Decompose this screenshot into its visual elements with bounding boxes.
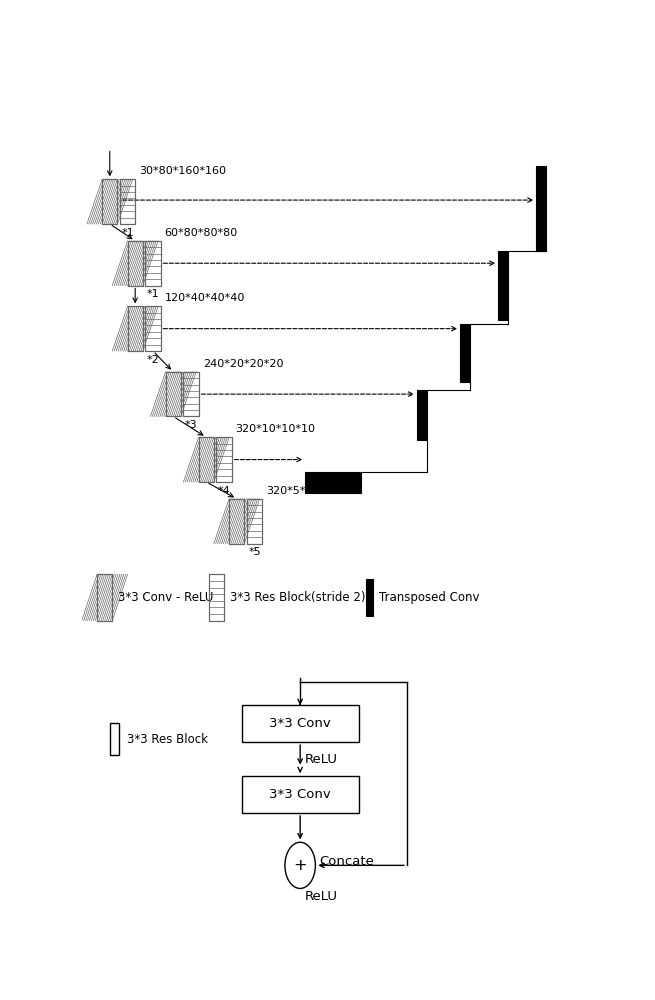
Bar: [198, 437, 214, 482]
Bar: [305, 472, 361, 493]
Bar: [102, 179, 117, 224]
Bar: [145, 241, 160, 286]
Bar: [145, 241, 160, 286]
Text: 120*40*40*40: 120*40*40*40: [164, 293, 245, 303]
Bar: [229, 499, 244, 544]
Text: ReLU: ReLU: [305, 890, 338, 903]
Bar: [198, 437, 214, 482]
Bar: [120, 179, 135, 224]
Bar: [216, 437, 232, 482]
Text: *5: *5: [248, 547, 261, 557]
Bar: [229, 499, 244, 544]
Text: 3*3 Conv: 3*3 Conv: [269, 788, 331, 801]
Bar: [209, 574, 224, 620]
Text: ReLU: ReLU: [305, 753, 338, 766]
Bar: [145, 306, 160, 351]
Bar: [110, 723, 119, 755]
Text: *2: *2: [147, 355, 159, 365]
Text: 30*80*160*160: 30*80*160*160: [140, 166, 226, 176]
Text: *1: *1: [121, 228, 134, 238]
Text: 240*20*20*20: 240*20*20*20: [202, 359, 283, 369]
Bar: [247, 499, 262, 544]
Bar: [209, 574, 224, 620]
Bar: [460, 324, 470, 382]
Text: 3*3 Res Block(stride 2): 3*3 Res Block(stride 2): [230, 591, 365, 604]
Bar: [242, 776, 358, 813]
Text: 3*3 Conv - ReLU: 3*3 Conv - ReLU: [119, 591, 214, 604]
Bar: [97, 574, 113, 620]
Bar: [216, 437, 232, 482]
Text: 3*3 Conv: 3*3 Conv: [269, 717, 331, 730]
Text: *1: *1: [147, 289, 159, 299]
Bar: [498, 251, 508, 320]
Bar: [183, 372, 198, 416]
Bar: [97, 574, 113, 620]
Text: Concate: Concate: [320, 855, 374, 868]
Text: +: +: [293, 858, 307, 873]
Text: *3: *3: [185, 420, 197, 430]
Bar: [166, 372, 181, 416]
Text: Transposed Conv: Transposed Conv: [379, 591, 479, 604]
Bar: [128, 241, 143, 286]
Bar: [128, 306, 143, 351]
Bar: [166, 372, 181, 416]
Bar: [128, 306, 143, 351]
Bar: [536, 166, 546, 251]
Bar: [128, 241, 143, 286]
Text: 3*3 Res Block: 3*3 Res Block: [126, 733, 208, 746]
Bar: [120, 179, 135, 224]
Bar: [366, 579, 373, 616]
Bar: [242, 705, 358, 742]
Text: 320*5*5*5: 320*5*5*5: [266, 486, 325, 496]
Text: *4: *4: [217, 486, 231, 496]
Bar: [247, 499, 262, 544]
Bar: [183, 372, 198, 416]
Bar: [145, 306, 160, 351]
Text: 60*80*80*80: 60*80*80*80: [164, 228, 238, 238]
Text: 320*10*10*10: 320*10*10*10: [236, 424, 316, 434]
Bar: [102, 179, 117, 224]
Bar: [417, 390, 427, 440]
